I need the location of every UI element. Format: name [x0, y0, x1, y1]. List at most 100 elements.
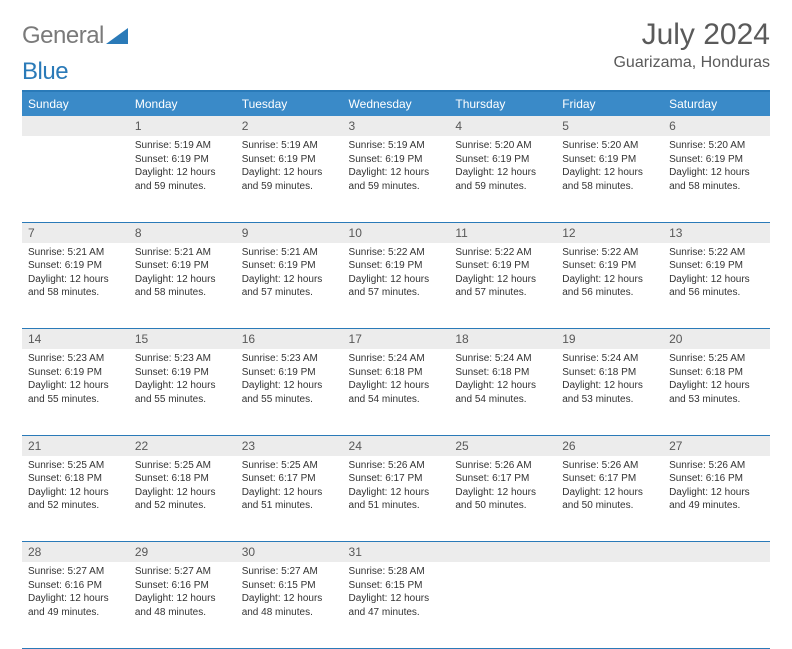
sunset-line: Sunset: 6:19 PM [455, 259, 550, 273]
day-data-row: Sunrise: 5:19 AMSunset: 6:19 PMDaylight:… [22, 136, 770, 222]
sunset-line: Sunset: 6:19 PM [349, 259, 444, 273]
day-number-cell: 5 [556, 116, 663, 136]
day-data-cell: Sunrise: 5:22 AMSunset: 6:19 PMDaylight:… [449, 243, 556, 329]
day-number-row: 28293031 [22, 542, 770, 563]
day-number-cell: 22 [129, 435, 236, 456]
day-data-cell: Sunrise: 5:25 AMSunset: 6:18 PMDaylight:… [663, 349, 770, 435]
sunrise-line: Sunrise: 5:25 AM [669, 352, 764, 366]
sunrise-line: Sunrise: 5:26 AM [455, 459, 550, 473]
daylight-line: Daylight: 12 hours and 48 minutes. [135, 592, 230, 619]
daylight-line: Daylight: 12 hours and 50 minutes. [455, 486, 550, 513]
daylight-line: Daylight: 12 hours and 54 minutes. [349, 379, 444, 406]
sunrise-line: Sunrise: 5:23 AM [242, 352, 337, 366]
day-number-cell: 8 [129, 222, 236, 243]
day-data-cell: Sunrise: 5:27 AMSunset: 6:16 PMDaylight:… [129, 562, 236, 648]
logo: General [22, 18, 130, 50]
daylight-line: Daylight: 12 hours and 57 minutes. [455, 273, 550, 300]
sunrise-line: Sunrise: 5:22 AM [349, 246, 444, 260]
day-data-cell: Sunrise: 5:22 AMSunset: 6:19 PMDaylight:… [663, 243, 770, 329]
daylight-line: Daylight: 12 hours and 59 minutes. [455, 166, 550, 193]
day-data-cell: Sunrise: 5:21 AMSunset: 6:19 PMDaylight:… [129, 243, 236, 329]
sunset-line: Sunset: 6:18 PM [349, 366, 444, 380]
sunrise-line: Sunrise: 5:27 AM [242, 565, 337, 579]
sunset-line: Sunset: 6:19 PM [135, 259, 230, 273]
day-data-cell: Sunrise: 5:24 AMSunset: 6:18 PMDaylight:… [556, 349, 663, 435]
sunrise-line: Sunrise: 5:24 AM [349, 352, 444, 366]
day-number-cell: 11 [449, 222, 556, 243]
sunrise-line: Sunrise: 5:26 AM [669, 459, 764, 473]
daylight-line: Daylight: 12 hours and 48 minutes. [242, 592, 337, 619]
daylight-line: Daylight: 12 hours and 58 minutes. [562, 166, 657, 193]
daylight-line: Daylight: 12 hours and 59 minutes. [349, 166, 444, 193]
month-title: July 2024 [613, 18, 770, 52]
daylight-line: Daylight: 12 hours and 52 minutes. [28, 486, 123, 513]
day-data-cell: Sunrise: 5:24 AMSunset: 6:18 PMDaylight:… [343, 349, 450, 435]
sunset-line: Sunset: 6:17 PM [242, 472, 337, 486]
sunset-line: Sunset: 6:17 PM [455, 472, 550, 486]
sunrise-line: Sunrise: 5:21 AM [28, 246, 123, 260]
day-data-cell: Sunrise: 5:25 AMSunset: 6:17 PMDaylight:… [236, 456, 343, 542]
day-data-cell: Sunrise: 5:20 AMSunset: 6:19 PMDaylight:… [556, 136, 663, 222]
sunset-line: Sunset: 6:19 PM [28, 366, 123, 380]
day-number-cell [22, 116, 129, 136]
day-number-cell [449, 542, 556, 563]
daylight-line: Daylight: 12 hours and 55 minutes. [242, 379, 337, 406]
day-data-cell: Sunrise: 5:22 AMSunset: 6:19 PMDaylight:… [556, 243, 663, 329]
day-number-cell: 31 [343, 542, 450, 563]
sunrise-line: Sunrise: 5:26 AM [562, 459, 657, 473]
sunrise-line: Sunrise: 5:19 AM [135, 139, 230, 153]
sunrise-line: Sunrise: 5:23 AM [135, 352, 230, 366]
day-data-cell: Sunrise: 5:28 AMSunset: 6:15 PMDaylight:… [343, 562, 450, 648]
day-data-cell: Sunrise: 5:25 AMSunset: 6:18 PMDaylight:… [22, 456, 129, 542]
day-data-cell: Sunrise: 5:23 AMSunset: 6:19 PMDaylight:… [236, 349, 343, 435]
day-number-cell: 13 [663, 222, 770, 243]
sunset-line: Sunset: 6:18 PM [562, 366, 657, 380]
day-data-cell: Sunrise: 5:21 AMSunset: 6:19 PMDaylight:… [236, 243, 343, 329]
sunset-line: Sunset: 6:18 PM [455, 366, 550, 380]
day-data-cell [663, 562, 770, 648]
day-number-cell: 7 [22, 222, 129, 243]
sunset-line: Sunset: 6:19 PM [562, 153, 657, 167]
sunrise-line: Sunrise: 5:28 AM [349, 565, 444, 579]
sunrise-line: Sunrise: 5:24 AM [455, 352, 550, 366]
logo-text-blue: Blue [22, 58, 770, 86]
weekday-header-row: SundayMondayTuesdayWednesdayThursdayFrid… [22, 91, 770, 116]
day-data-row: Sunrise: 5:27 AMSunset: 6:16 PMDaylight:… [22, 562, 770, 648]
day-data-cell: Sunrise: 5:19 AMSunset: 6:19 PMDaylight:… [236, 136, 343, 222]
day-data-cell: Sunrise: 5:23 AMSunset: 6:19 PMDaylight:… [22, 349, 129, 435]
day-number-row: 21222324252627 [22, 435, 770, 456]
sunrise-line: Sunrise: 5:22 AM [669, 246, 764, 260]
day-number-cell: 9 [236, 222, 343, 243]
day-data-cell [22, 136, 129, 222]
day-number-cell [663, 542, 770, 563]
day-number-cell: 12 [556, 222, 663, 243]
day-number-cell: 2 [236, 116, 343, 136]
day-data-row: Sunrise: 5:25 AMSunset: 6:18 PMDaylight:… [22, 456, 770, 542]
day-data-cell: Sunrise: 5:26 AMSunset: 6:17 PMDaylight:… [556, 456, 663, 542]
logo-triangle-icon [106, 26, 130, 46]
sunrise-line: Sunrise: 5:27 AM [28, 565, 123, 579]
sunset-line: Sunset: 6:19 PM [135, 153, 230, 167]
weekday-header: Sunday [22, 91, 129, 116]
daylight-line: Daylight: 12 hours and 53 minutes. [562, 379, 657, 406]
sunrise-line: Sunrise: 5:25 AM [242, 459, 337, 473]
day-data-cell: Sunrise: 5:20 AMSunset: 6:19 PMDaylight:… [449, 136, 556, 222]
sunset-line: Sunset: 6:16 PM [28, 579, 123, 593]
day-data-cell: Sunrise: 5:26 AMSunset: 6:17 PMDaylight:… [449, 456, 556, 542]
daylight-line: Daylight: 12 hours and 57 minutes. [349, 273, 444, 300]
sunrise-line: Sunrise: 5:21 AM [242, 246, 337, 260]
sunrise-line: Sunrise: 5:19 AM [349, 139, 444, 153]
day-number-cell: 19 [556, 329, 663, 350]
daylight-line: Daylight: 12 hours and 56 minutes. [562, 273, 657, 300]
sunset-line: Sunset: 6:19 PM [669, 259, 764, 273]
sunset-line: Sunset: 6:19 PM [349, 153, 444, 167]
day-data-cell: Sunrise: 5:21 AMSunset: 6:19 PMDaylight:… [22, 243, 129, 329]
day-number-row: 123456 [22, 116, 770, 136]
day-number-cell: 14 [22, 329, 129, 350]
daylight-line: Daylight: 12 hours and 56 minutes. [669, 273, 764, 300]
day-number-cell: 29 [129, 542, 236, 563]
day-number-cell: 4 [449, 116, 556, 136]
day-number-row: 14151617181920 [22, 329, 770, 350]
day-number-cell: 30 [236, 542, 343, 563]
calendar-table: SundayMondayTuesdayWednesdayThursdayFrid… [22, 90, 770, 649]
